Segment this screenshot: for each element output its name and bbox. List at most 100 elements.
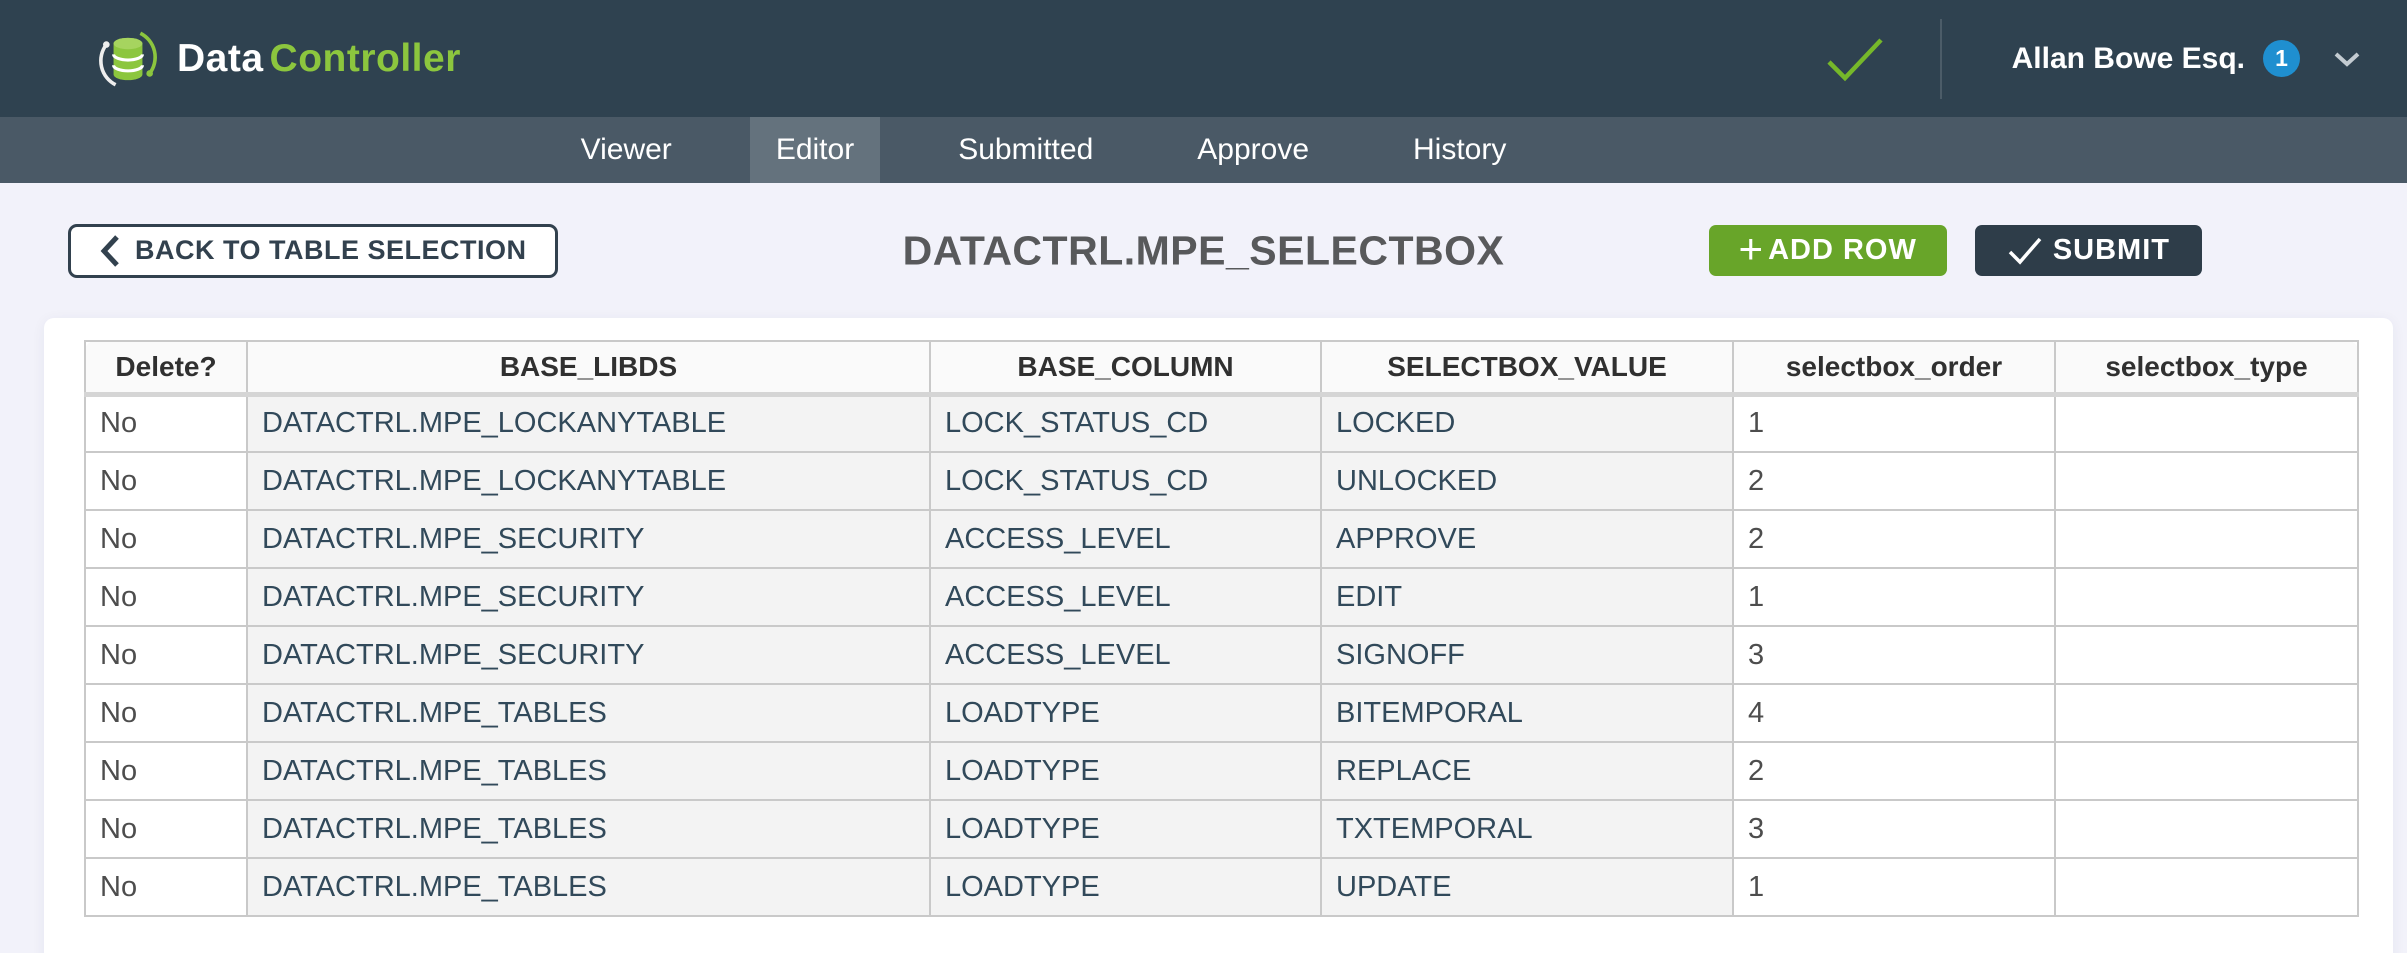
column-header-base-libds: BASE_LIBDS: [246, 340, 931, 397]
table-row: No DATACTRL.MPE_SECURITY ACCESS_LEVEL SIGNO…: [84, 625, 2359, 685]
cell-r4-c3[interactable]: ACCESS_LEVEL: [929, 567, 1322, 627]
cell-r8-c6[interactable]: [2054, 799, 2359, 859]
grid-wrapper: Delete? BASE_LIBDS BASE_COLUMN SELECTBOX_VA…: [84, 340, 2359, 917]
tab-history[interactable]: History: [1413, 133, 1507, 166]
cell-r6-c6[interactable]: [2054, 683, 2359, 743]
user-badge: 1: [2263, 40, 2300, 77]
page-title: DATACTRL.MPE_SELECTBOX: [902, 227, 1505, 273]
cell-r3-c5[interactable]: 2: [1732, 509, 2056, 569]
cell-r9-c1[interactable]: No: [84, 857, 248, 917]
cell-r8-c1[interactable]: No: [84, 799, 248, 859]
table-row: No DATACTRL.MPE_LOCKANYTABLE LOCK_STATUS_C…: [84, 393, 2359, 453]
table-row: No DATACTRL.MPE_TABLES LOADTYPE UPDATE 1: [84, 857, 2359, 917]
table-row: No DATACTRL.MPE_TABLES LOADTYPE TXTEMPORAL 3: [84, 799, 2359, 859]
header-right: Allan Bowe Esq. 1: [1825, 18, 2362, 99]
submit-label: SUBMIT: [2052, 234, 2170, 266]
cell-r5-c1[interactable]: No: [84, 625, 248, 685]
cell-r4-c4[interactable]: EDIT: [1320, 567, 1734, 627]
cell-r2-c5[interactable]: 2: [1732, 451, 2056, 511]
header-divider: [1939, 18, 1942, 99]
cell-r2-c2[interactable]: DATACTRL.MPE_LOCKANYTABLE: [246, 451, 931, 511]
cell-r7-c4[interactable]: REPLACE: [1320, 741, 1734, 801]
cell-r6-c5[interactable]: 4: [1732, 683, 2056, 743]
cell-r1-c3[interactable]: LOCK_STATUS_CD: [929, 393, 1322, 453]
status-checkmark-icon: [1827, 37, 1883, 81]
table-row: No DATACTRL.MPE_TABLES LOADTYPE BITEMPORAL 4: [84, 683, 2359, 743]
tab-viewer[interactable]: Viewer: [580, 133, 672, 166]
cell-r1-c1[interactable]: No: [84, 393, 248, 453]
brand-title-primary: Data: [177, 36, 264, 80]
cell-r9-c2[interactable]: DATACTRL.MPE_TABLES: [246, 857, 931, 917]
cell-r5-c4[interactable]: SIGNOFF: [1320, 625, 1734, 685]
add-row-button[interactable]: + ADD ROW: [1708, 224, 1947, 276]
cell-r9-c4[interactable]: UPDATE: [1320, 857, 1734, 917]
cell-r2-c4[interactable]: UNLOCKED: [1320, 451, 1734, 511]
toolbar: BACK TO TABLE SELECTION DATACTRL.MPE_SEL…: [0, 183, 2407, 318]
main-nav: Viewer Editor Submitted Approve History: [0, 117, 2407, 183]
cell-r3-c1[interactable]: No: [84, 509, 248, 569]
submit-button[interactable]: SUBMIT: [1974, 225, 2202, 276]
column-header-selectbox-type: selectbox_type: [2054, 340, 2359, 397]
cell-r9-c6[interactable]: [2054, 857, 2359, 917]
user-menu[interactable]: Allan Bowe Esq. 1: [2012, 40, 2362, 77]
tab-editor[interactable]: Editor: [749, 117, 881, 183]
cell-r1-c2[interactable]: DATACTRL.MPE_LOCKANYTABLE: [246, 393, 931, 453]
app-header: Data Controller Allan Bowe Esq. 1: [0, 0, 2407, 117]
back-to-table-selection-button[interactable]: BACK TO TABLE SELECTION: [68, 223, 558, 278]
cell-r4-c5[interactable]: 1: [1732, 567, 2056, 627]
cell-r7-c5[interactable]: 2: [1732, 741, 2056, 801]
brand-title-secondary: Controller: [269, 36, 461, 80]
add-row-label: ADD ROW: [1768, 234, 1917, 266]
table-row: No DATACTRL.MPE_SECURITY ACCESS_LEVEL EDIT 1: [84, 567, 2359, 627]
cell-r8-c4[interactable]: TXTEMPORAL: [1320, 799, 1734, 859]
column-header-selectbox-order: selectbox_order: [1732, 340, 2056, 397]
table-card: Delete? BASE_LIBDS BASE_COLUMN SELECTBOX_VA…: [44, 318, 2393, 953]
cell-r6-c1[interactable]: No: [84, 683, 248, 743]
cell-r5-c3[interactable]: ACCESS_LEVEL: [929, 625, 1322, 685]
cell-r5-c5[interactable]: 3: [1732, 625, 2056, 685]
table-row: No DATACTRL.MPE_SECURITY ACCESS_LEVEL APPRO…: [84, 509, 2359, 569]
cell-r7-c3[interactable]: LOADTYPE: [929, 741, 1322, 801]
cell-r2-c3[interactable]: LOCK_STATUS_CD: [929, 451, 1322, 511]
cell-r7-c1[interactable]: No: [84, 741, 248, 801]
tab-submitted[interactable]: Submitted: [958, 133, 1094, 166]
cell-r1-c4[interactable]: LOCKED: [1320, 393, 1734, 453]
cell-r3-c2[interactable]: DATACTRL.MPE_SECURITY: [246, 509, 931, 569]
cell-r1-c6[interactable]: [2054, 393, 2359, 453]
cell-r8-c3[interactable]: LOADTYPE: [929, 799, 1322, 859]
tab-approve[interactable]: Approve: [1197, 133, 1310, 166]
cell-r5-c6[interactable]: [2054, 625, 2359, 685]
cell-r6-c4[interactable]: BITEMPORAL: [1320, 683, 1734, 743]
checkmark-icon: [2008, 237, 2042, 265]
cell-r9-c5[interactable]: 1: [1732, 857, 2056, 917]
cell-r5-c2[interactable]: DATACTRL.MPE_SECURITY: [246, 625, 931, 685]
plus-icon: +: [1738, 224, 1765, 272]
database-sync-icon: [99, 31, 157, 86]
brand: Data Controller: [95, 26, 461, 92]
cell-r8-c5[interactable]: 3: [1732, 799, 2056, 859]
cell-r7-c6[interactable]: [2054, 741, 2359, 801]
cell-r4-c1[interactable]: No: [84, 567, 248, 627]
nav-tabs: Viewer Editor Submitted Approve History: [555, 117, 1533, 183]
cell-r1-c5[interactable]: 1: [1732, 393, 2056, 453]
cell-r6-c2[interactable]: DATACTRL.MPE_TABLES: [246, 683, 931, 743]
data-grid: Delete? BASE_LIBDS BASE_COLUMN SELECTBOX_VA…: [84, 340, 2359, 917]
cell-r3-c4[interactable]: APPROVE: [1320, 509, 1734, 569]
cell-r6-c3[interactable]: LOADTYPE: [929, 683, 1322, 743]
toolbar-actions: + ADD ROW SUBMIT: [1708, 224, 2202, 276]
cell-r2-c6[interactable]: [2054, 451, 2359, 511]
cell-r4-c6[interactable]: [2054, 567, 2359, 627]
cell-r2-c1[interactable]: No: [84, 451, 248, 511]
user-name: Allan Bowe Esq.: [2011, 41, 2245, 75]
cell-r4-c2[interactable]: DATACTRL.MPE_SECURITY: [246, 567, 931, 627]
header-row: Delete? BASE_LIBDS BASE_COLUMN SELECTBOX_VA…: [84, 340, 2359, 397]
cell-r9-c3[interactable]: LOADTYPE: [929, 857, 1322, 917]
brand-title: Data Controller: [177, 37, 461, 81]
cell-r3-c3[interactable]: ACCESS_LEVEL: [929, 509, 1322, 569]
cell-r8-c2[interactable]: DATACTRL.MPE_TABLES: [246, 799, 931, 859]
column-header-delete-: Delete?: [84, 340, 248, 397]
chevron-left-icon: [100, 234, 119, 267]
cell-r3-c6[interactable]: [2054, 509, 2359, 569]
chevron-down-icon[interactable]: [2332, 50, 2362, 68]
cell-r7-c2[interactable]: DATACTRL.MPE_TABLES: [246, 741, 931, 801]
